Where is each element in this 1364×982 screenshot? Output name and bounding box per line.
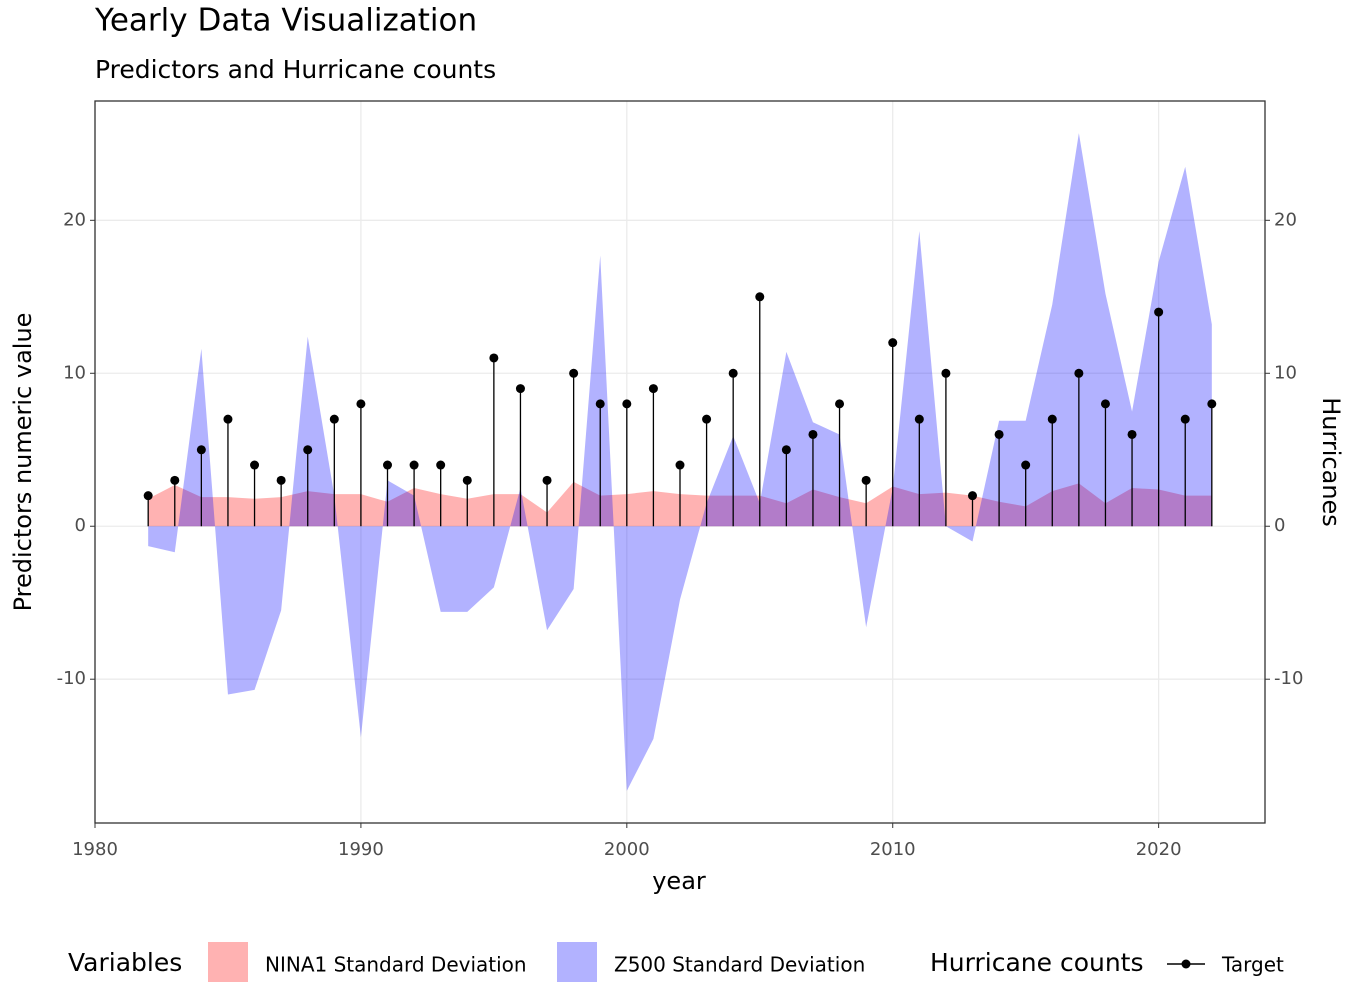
point bbox=[781, 445, 791, 455]
y-tick-label: 10 bbox=[63, 362, 86, 383]
point bbox=[914, 414, 924, 424]
point bbox=[808, 429, 818, 439]
point bbox=[1154, 307, 1164, 317]
point bbox=[436, 460, 446, 470]
y-tick-label: 0 bbox=[75, 515, 86, 536]
x-tick-label: 2010 bbox=[870, 839, 916, 860]
y2-tick-label: -10 bbox=[1274, 668, 1303, 689]
point bbox=[702, 414, 712, 424]
point bbox=[1047, 414, 1057, 424]
x-axis-title: year bbox=[652, 867, 706, 895]
point bbox=[409, 460, 419, 470]
panel-border bbox=[94, 100, 1266, 824]
point bbox=[861, 475, 871, 485]
legend-swatch bbox=[208, 942, 248, 982]
point bbox=[170, 475, 180, 485]
y2-axis-title: Hurricanes bbox=[1317, 397, 1345, 527]
y2-tick-label: 20 bbox=[1274, 209, 1297, 230]
x-tick-label: 1990 bbox=[338, 839, 384, 860]
point bbox=[383, 460, 392, 470]
point bbox=[835, 399, 845, 409]
point bbox=[356, 399, 366, 409]
point bbox=[648, 384, 658, 394]
point bbox=[1180, 414, 1190, 424]
legend-label: Target bbox=[1221, 953, 1284, 977]
point bbox=[489, 353, 499, 363]
x-tick-label: 2000 bbox=[604, 839, 650, 860]
y-tick-label: -10 bbox=[57, 668, 86, 689]
y-tick-label: 20 bbox=[63, 209, 86, 230]
point bbox=[1207, 399, 1217, 409]
legend-label: Z500 Standard Deviation bbox=[614, 953, 865, 977]
point bbox=[223, 414, 233, 424]
point bbox=[675, 460, 685, 470]
point bbox=[542, 475, 552, 485]
point bbox=[462, 475, 472, 485]
point bbox=[968, 491, 977, 501]
point bbox=[276, 475, 286, 485]
legend-swatch bbox=[557, 942, 597, 982]
point bbox=[196, 445, 206, 455]
point bbox=[1074, 368, 1084, 378]
legend-key-point bbox=[1181, 959, 1191, 969]
legend-title: Hurricane counts bbox=[930, 948, 1144, 977]
point bbox=[755, 292, 765, 302]
point bbox=[1100, 399, 1110, 409]
legend-title: Variables bbox=[68, 948, 182, 977]
point bbox=[728, 368, 738, 378]
point bbox=[329, 414, 339, 424]
chart-subtitle: Predictors and Hurricane counts bbox=[95, 55, 496, 84]
point bbox=[515, 384, 525, 394]
chart-title: Yearly Data Visualization bbox=[94, 3, 477, 39]
point bbox=[250, 460, 260, 470]
legend-label: NINA1 Standard Deviation bbox=[265, 953, 527, 977]
y-axis-title: Predictors numeric value bbox=[9, 313, 37, 612]
point bbox=[941, 368, 951, 378]
point bbox=[303, 445, 313, 455]
point bbox=[1021, 460, 1031, 470]
point bbox=[994, 429, 1004, 439]
y2-tick-label: 0 bbox=[1274, 515, 1285, 536]
point bbox=[888, 338, 898, 348]
point bbox=[1127, 429, 1137, 439]
point bbox=[595, 399, 605, 409]
point bbox=[143, 491, 153, 501]
point bbox=[622, 399, 632, 409]
point bbox=[569, 368, 579, 378]
y2-tick-label: 10 bbox=[1274, 362, 1297, 383]
x-tick-label: 1980 bbox=[72, 839, 118, 860]
x-tick-label: 2020 bbox=[1136, 839, 1182, 860]
